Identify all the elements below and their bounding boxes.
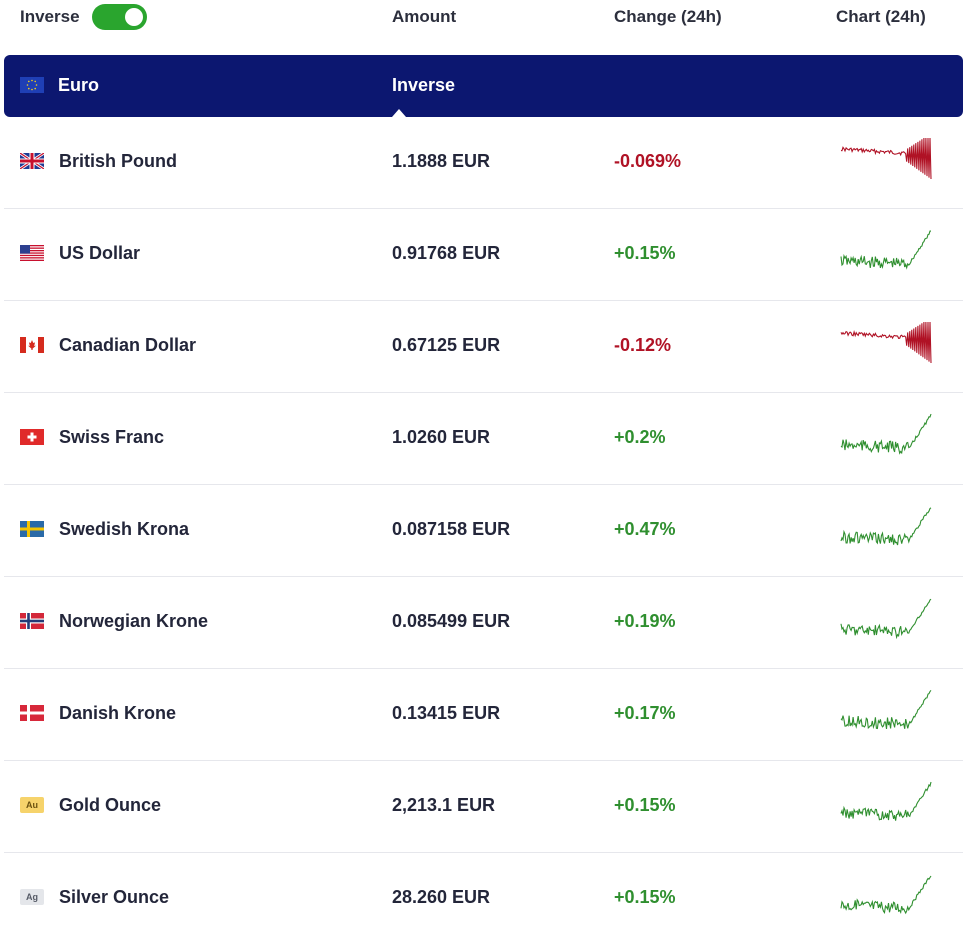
sparkline-chart bbox=[840, 230, 931, 270]
silver-icon: Ag bbox=[20, 889, 44, 905]
change-24h: +0.47% bbox=[614, 519, 676, 539]
currency-row[interactable]: Norwegian Krone 0.085499 EUR +0.19% bbox=[4, 577, 963, 669]
us-flag-icon bbox=[20, 245, 44, 261]
currency-row[interactable]: Canadian Dollar 0.67125 EUR -0.12% bbox=[4, 301, 963, 393]
currency-amount: 0.67125 EUR bbox=[392, 335, 501, 355]
currency-amount: 0.91768 EUR bbox=[392, 243, 501, 263]
sparkline-path bbox=[840, 781, 932, 821]
change-24h: +0.15% bbox=[614, 243, 676, 263]
currency-name[interactable]: Danish Krone bbox=[59, 703, 177, 723]
currency-name[interactable]: Norwegian Krone bbox=[59, 611, 209, 631]
currency-name[interactable]: Swiss Franc bbox=[59, 427, 165, 447]
sparkline-path bbox=[840, 598, 932, 640]
no-flag-icon bbox=[20, 613, 44, 629]
sparkline-chart bbox=[840, 781, 932, 821]
amount-column-header[interactable]: Amount bbox=[392, 7, 457, 26]
currency-row[interactable]: Ag Silver Ounce 28.260 EUR +0.15% bbox=[4, 853, 963, 944]
currency-name[interactable]: Gold Ounce bbox=[59, 795, 162, 815]
inverse-toggle[interactable] bbox=[92, 4, 147, 30]
metal-badge-label: Au bbox=[20, 797, 44, 813]
currency-row[interactable]: US Dollar 0.91768 EUR +0.15% bbox=[4, 209, 963, 301]
change-24h: -0.069% bbox=[614, 151, 682, 171]
change-24h: +0.2% bbox=[614, 427, 666, 447]
change-24h: +0.17% bbox=[614, 703, 676, 723]
change-column-header[interactable]: Change (24h) bbox=[614, 7, 722, 26]
change-24h: -0.12% bbox=[614, 335, 672, 355]
sparkline-path bbox=[840, 413, 932, 455]
currency-amount: 0.087158 EUR bbox=[392, 519, 511, 539]
currency-row[interactable]: British Pound 1.1888 EUR -0.069% bbox=[4, 117, 963, 209]
eu-flag-icon bbox=[20, 77, 44, 93]
sparkline-chart bbox=[840, 598, 932, 640]
change-24h: +0.15% bbox=[614, 795, 676, 815]
gb-flag-icon bbox=[20, 153, 44, 169]
ca-flag-icon bbox=[20, 337, 44, 353]
inverse-label: Inverse bbox=[20, 7, 80, 26]
sparkline-chart bbox=[840, 137, 932, 180]
currency-name[interactable]: Canadian Dollar bbox=[59, 335, 197, 355]
sparkline-chart bbox=[840, 413, 932, 455]
metal-badge-label: Ag bbox=[20, 889, 44, 905]
currency-row[interactable]: Swiss Franc 1.0260 EUR +0.2% bbox=[4, 393, 963, 485]
sparkline-path bbox=[840, 507, 932, 546]
base-inverse-label: Inverse bbox=[392, 75, 456, 95]
sparkline-path bbox=[840, 230, 931, 270]
currency-amount: 1.1888 EUR bbox=[392, 151, 491, 171]
currency-amount: 0.085499 EUR bbox=[392, 611, 511, 631]
base-currency-row[interactable]: Euro Inverse bbox=[4, 55, 963, 117]
currency-name[interactable]: British Pound bbox=[59, 151, 177, 171]
table-header: Inverse Amount Change (24h) Chart (24h) bbox=[0, 0, 963, 40]
currency-name[interactable]: Silver Ounce bbox=[59, 887, 170, 907]
sparkline-chart bbox=[840, 507, 932, 546]
currency-amount: 28.260 EUR bbox=[392, 887, 491, 907]
currency-row[interactable]: Au Gold Ounce 2,213.1 EUR +0.15% bbox=[4, 761, 963, 853]
currency-amount: 1.0260 EUR bbox=[392, 427, 491, 447]
chart-column-header: Chart (24h) bbox=[836, 7, 926, 26]
se-flag-icon bbox=[20, 521, 44, 537]
currency-amount: 0.13415 EUR bbox=[392, 703, 501, 723]
ch-flag-icon bbox=[20, 429, 44, 445]
gold-icon: Au bbox=[20, 797, 44, 813]
currency-amount: 2,213.1 EUR bbox=[392, 795, 496, 815]
sparkline-path bbox=[840, 321, 932, 364]
dk-flag-icon bbox=[20, 705, 44, 721]
sparkline-chart bbox=[840, 321, 932, 364]
change-24h: +0.19% bbox=[614, 611, 676, 631]
base-currency-name: Euro bbox=[58, 75, 100, 95]
toggle-knob bbox=[125, 8, 143, 26]
currency-row[interactable]: Danish Krone 0.13415 EUR +0.17% bbox=[4, 669, 963, 761]
sparkline-path bbox=[840, 875, 932, 915]
sparkline-path bbox=[840, 690, 932, 730]
change-24h: +0.15% bbox=[614, 887, 676, 907]
sparkline-chart bbox=[840, 875, 932, 915]
sparkline-chart bbox=[840, 690, 932, 730]
currency-row[interactable]: Swedish Krona 0.087158 EUR +0.47% bbox=[4, 485, 963, 577]
currency-list: British Pound 1.1888 EUR -0.069% US Dollar 0… bbox=[4, 117, 963, 944]
currency-name[interactable]: US Dollar bbox=[59, 243, 141, 263]
currency-name[interactable]: Swedish Krona bbox=[59, 519, 190, 539]
sparkline-path bbox=[840, 137, 932, 180]
caret-indicator bbox=[392, 109, 406, 117]
